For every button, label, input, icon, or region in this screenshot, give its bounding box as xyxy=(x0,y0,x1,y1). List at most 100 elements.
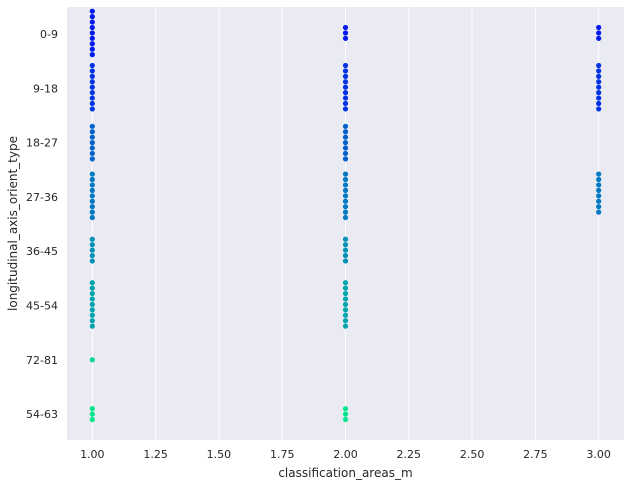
data-point xyxy=(89,79,95,85)
x-tick-label: 1.00 xyxy=(80,448,105,461)
data-point xyxy=(89,106,95,112)
data-point xyxy=(342,182,349,188)
data-point xyxy=(89,258,95,264)
data-point xyxy=(596,176,602,183)
data-point xyxy=(596,204,602,210)
data-point xyxy=(596,95,602,101)
data-point xyxy=(89,193,95,199)
data-point xyxy=(89,30,95,36)
data-point xyxy=(596,68,602,74)
y-axis-label: longitudinal_axis_orient_type xyxy=(6,136,20,311)
data-point xyxy=(342,24,349,31)
data-point xyxy=(89,68,95,74)
data-point xyxy=(89,14,95,20)
data-point xyxy=(342,258,349,264)
data-points xyxy=(89,8,602,423)
data-point xyxy=(342,140,349,146)
data-point xyxy=(89,214,95,221)
data-point xyxy=(89,73,95,79)
data-point xyxy=(342,416,349,423)
data-point xyxy=(342,209,349,215)
data-point xyxy=(89,84,95,90)
data-point xyxy=(89,46,95,52)
y-tick-label: 36-45 xyxy=(26,245,58,258)
data-point xyxy=(342,296,349,302)
data-point xyxy=(89,140,95,146)
data-point xyxy=(89,236,95,242)
data-point xyxy=(89,318,95,324)
data-point xyxy=(342,204,349,210)
data-point xyxy=(89,100,95,107)
data-point xyxy=(342,214,349,221)
data-point xyxy=(89,301,95,308)
x-tick-label: 3.00 xyxy=(586,448,611,461)
data-point xyxy=(342,106,349,112)
data-point xyxy=(596,182,602,188)
data-point xyxy=(89,171,95,177)
data-point xyxy=(89,312,95,318)
data-point xyxy=(89,357,95,363)
data-point xyxy=(89,156,95,162)
data-point xyxy=(342,252,349,259)
data-point xyxy=(89,242,95,248)
data-point xyxy=(89,209,95,215)
y-tick-label: 45-54 xyxy=(26,300,58,313)
x-tick-label: 2.25 xyxy=(397,448,422,461)
data-point xyxy=(89,176,95,183)
data-point xyxy=(89,290,95,297)
data-point xyxy=(342,411,349,417)
y-tick-label: 27-36 xyxy=(26,191,58,204)
data-point xyxy=(89,62,95,69)
data-point xyxy=(89,280,95,286)
data-point xyxy=(342,123,349,129)
x-tick-label: 1.50 xyxy=(207,448,232,461)
data-point xyxy=(89,204,95,210)
data-point xyxy=(596,62,602,69)
data-point xyxy=(342,35,349,41)
data-point xyxy=(596,24,602,31)
gridlines xyxy=(91,7,600,440)
y-axis-ticks: 0-9 9-18 18-27 27-36 36-45 45-54 72-81 54-63 xyxy=(26,28,58,421)
data-point xyxy=(342,406,349,412)
data-point xyxy=(596,84,602,90)
y-tick-label: 54-63 xyxy=(26,408,58,421)
y-tick-label: 0-9 xyxy=(40,28,58,41)
data-point xyxy=(596,100,602,107)
data-point xyxy=(89,406,95,412)
data-point xyxy=(342,236,349,242)
data-point xyxy=(89,52,95,58)
data-point xyxy=(342,90,349,96)
data-point xyxy=(596,35,602,41)
data-point xyxy=(89,296,95,302)
data-point xyxy=(342,100,349,107)
data-point xyxy=(342,134,349,140)
data-point xyxy=(342,285,349,291)
data-point xyxy=(342,84,349,90)
data-point xyxy=(342,307,349,313)
data-point xyxy=(342,129,349,135)
data-point xyxy=(89,41,95,47)
data-point xyxy=(342,62,349,69)
x-axis-label: classification_areas_m xyxy=(278,466,412,480)
data-point xyxy=(596,193,602,199)
data-point xyxy=(342,318,349,324)
data-point xyxy=(342,301,349,308)
y-tick-label: 72-81 xyxy=(26,354,58,367)
data-point xyxy=(342,156,349,162)
data-point xyxy=(342,79,349,85)
data-point xyxy=(342,290,349,297)
data-point xyxy=(342,312,349,318)
x-axis-ticks: 1.00 1.25 1.50 1.75 2.00 2.25 2.50 2.75 3.00 xyxy=(80,448,611,461)
data-point xyxy=(342,323,349,329)
data-point xyxy=(342,95,349,101)
data-point xyxy=(89,182,95,188)
data-point xyxy=(342,73,349,79)
data-point xyxy=(342,247,349,253)
data-point xyxy=(89,285,95,291)
data-point xyxy=(89,252,95,259)
data-point xyxy=(342,242,349,248)
y-tick-label: 18-27 xyxy=(26,137,58,150)
data-point xyxy=(342,176,349,183)
x-tick-label: 1.25 xyxy=(143,448,168,461)
